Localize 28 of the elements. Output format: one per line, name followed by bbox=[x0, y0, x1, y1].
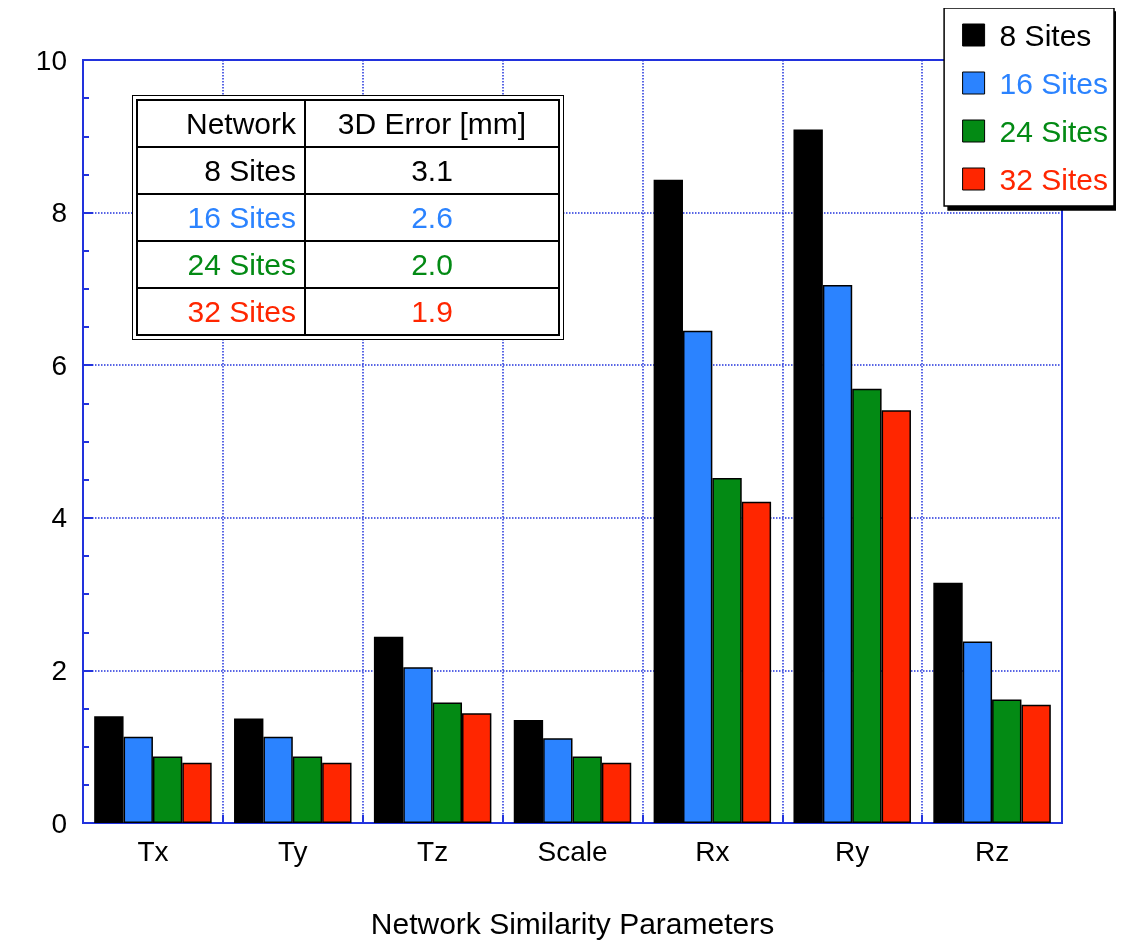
annotation: 2.0 bbox=[306, 242, 558, 287]
x-tick-label: Tz bbox=[417, 835, 449, 867]
y-tick-label: 4 bbox=[51, 502, 67, 534]
x-tick-label: Rz bbox=[974, 835, 1010, 867]
annotation: 16 Sites bbox=[138, 195, 304, 240]
y-tick-label: 8 bbox=[51, 197, 67, 229]
annotation: 3.1 bbox=[306, 148, 558, 193]
y-tick-label: 0 bbox=[51, 807, 67, 839]
annotation: 24 Sites bbox=[138, 242, 304, 287]
y-tick-label: 10 bbox=[35, 44, 67, 76]
x-tick-label: Rx bbox=[695, 835, 730, 867]
annotation: 2.6 bbox=[306, 195, 558, 240]
x-tick-label: Ty bbox=[278, 835, 308, 867]
x-tick-label: Tx bbox=[137, 835, 169, 867]
legend-label: 32 Sites bbox=[999, 162, 1109, 196]
x-tick-label: Ry bbox=[835, 835, 870, 867]
y-tick-label: 2 bbox=[51, 654, 67, 686]
annotation: 1.9 bbox=[306, 289, 558, 334]
x-axis-title: Network Similarity Parameters bbox=[370, 906, 775, 940]
legend-label: 16 Sites bbox=[999, 66, 1109, 100]
annotation: 3D Error [mm] bbox=[306, 101, 558, 146]
x-tick-label: Scale bbox=[537, 835, 608, 867]
annotation: Network bbox=[138, 101, 304, 146]
y-tick-label: 6 bbox=[51, 349, 67, 381]
legend-label: 24 Sites bbox=[999, 114, 1109, 148]
annotation: 32 Sites bbox=[138, 289, 304, 334]
legend-label: 8 Sites bbox=[999, 18, 1092, 52]
annotation: 8 Sites bbox=[138, 148, 304, 193]
